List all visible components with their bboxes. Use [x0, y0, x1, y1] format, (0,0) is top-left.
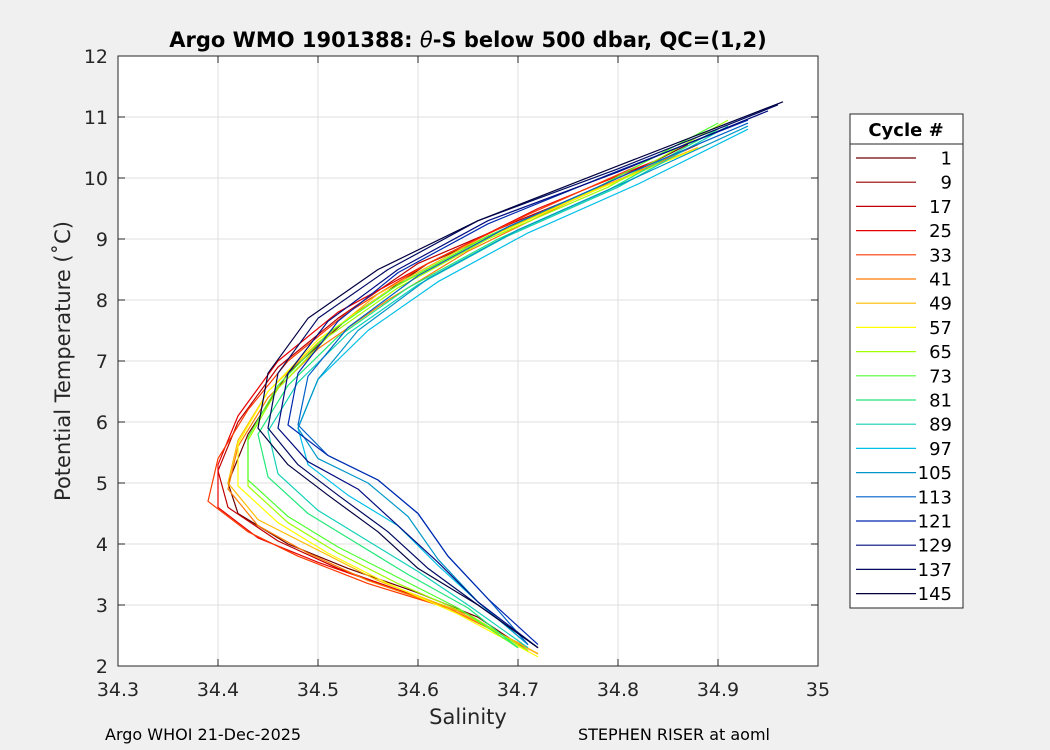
legend-label: 113 — [918, 487, 952, 508]
title-suffix: -S below 500 dbar, QC=(1,2) — [433, 28, 767, 52]
legend-title: Cycle # — [868, 120, 943, 141]
legend-entry: 121 — [856, 512, 952, 533]
legend-label: 89 — [929, 415, 952, 436]
footer-left: Argo WHOI 21-Dec-2025 — [105, 725, 302, 744]
legend-entry: 89 — [856, 415, 952, 436]
footer-right: STEPHEN RISER at aoml — [578, 725, 770, 744]
legend-entry: 41 — [856, 270, 952, 291]
x-tick-labels: 34.3 34.4 34.5 34.6 34.7 34.8 34.9 35 — [97, 679, 830, 701]
y-tick-labels: 2 3 4 5 6 7 8 9 10 11 12 — [84, 46, 108, 678]
y-tick-label: 8 — [96, 290, 108, 312]
series-line — [257, 128, 719, 649]
legend-label: 49 — [929, 294, 952, 315]
legend-label: 9 — [941, 173, 952, 194]
legend-entry: 49 — [856, 294, 952, 315]
title-prefix: Argo WMO 1901388: — [169, 28, 420, 52]
y-tick-label: 9 — [96, 229, 108, 251]
y-tick-label: 11 — [84, 107, 108, 129]
series-line — [237, 143, 709, 658]
x-axis-label: Salinity — [429, 705, 507, 729]
legend: Cycle # 1 9 17 25 33 41 49 57 65 73 81 89 97 105 113 12… — [849, 113, 964, 609]
legend-label: 25 — [929, 221, 952, 242]
legend-entry: 97 — [856, 439, 952, 460]
title-theta: θ — [420, 28, 433, 52]
legend-label: 145 — [918, 584, 952, 605]
legend-entry: 113 — [856, 487, 952, 508]
legend-label: 33 — [929, 245, 952, 266]
legend-entry: 33 — [856, 245, 952, 266]
legend-entry: 81 — [856, 391, 952, 412]
x-tick-label: 34.3 — [97, 679, 139, 701]
y-tick-label: 6 — [96, 412, 108, 434]
legend-entry: 9 — [856, 173, 952, 194]
series-line — [207, 165, 639, 649]
x-tick-label: 34.7 — [497, 679, 539, 701]
legend-label: 129 — [918, 536, 952, 557]
x-tick-label: 34.9 — [697, 679, 739, 701]
y-tick-label: 7 — [96, 351, 108, 373]
y-tick-label: 5 — [96, 473, 108, 495]
legend-label: 81 — [929, 391, 952, 412]
x-tick-label: 34.8 — [597, 679, 639, 701]
y-tick-label: 3 — [96, 595, 108, 617]
legend-label: 65 — [929, 342, 952, 363]
legend-label: 57 — [929, 318, 952, 339]
legend-label: 17 — [929, 197, 952, 218]
chart-title: Argo WMO 1901388: θ-S below 500 dbar, QC… — [169, 28, 766, 52]
legend-label: 137 — [918, 560, 952, 581]
series-line — [287, 119, 749, 646]
y-tick-label: 10 — [84, 168, 108, 190]
x-tick-label: 34.6 — [397, 679, 439, 701]
legend-entry: 17 — [856, 197, 952, 218]
legend-box — [849, 113, 964, 609]
x-tick-label: 34.5 — [297, 679, 339, 701]
legend-entry: 25 — [856, 221, 952, 242]
y-axis-label: Potential Temperature (˚C) — [51, 221, 75, 501]
ticks — [117, 55, 819, 667]
legend-entry: 137 — [856, 560, 952, 581]
legend-entry: 1 — [856, 149, 952, 170]
legend-entry: 73 — [856, 366, 952, 387]
legend-entry: 129 — [856, 536, 952, 557]
y-tick-label: 4 — [96, 534, 108, 556]
x-tick-label: 35 — [806, 679, 830, 701]
series-line — [227, 146, 699, 655]
legend-entry: 57 — [856, 318, 952, 339]
legend-entry: 105 — [856, 463, 952, 484]
legend-label: 73 — [929, 366, 952, 387]
legend-entry: 145 — [856, 584, 952, 605]
legend-label: 97 — [929, 439, 952, 460]
y-tick-label: 2 — [96, 656, 108, 678]
series-line — [277, 110, 769, 649]
series-line — [247, 122, 719, 649]
y-tick-label: 12 — [84, 46, 108, 68]
legend-label: 1 — [941, 149, 952, 170]
series-line — [257, 101, 784, 649]
x-tick-label: 34.4 — [197, 679, 239, 701]
series-line — [297, 125, 749, 646]
legend-label: 41 — [929, 270, 952, 291]
legend-entry: 65 — [856, 342, 952, 363]
legend-label: 121 — [918, 512, 952, 533]
legend-entries: 1 9 17 25 33 41 49 57 65 73 81 89 97 105 113 121 129 137 1… — [856, 149, 952, 605]
legend-label: 105 — [918, 463, 952, 484]
data-lines — [207, 101, 784, 658]
